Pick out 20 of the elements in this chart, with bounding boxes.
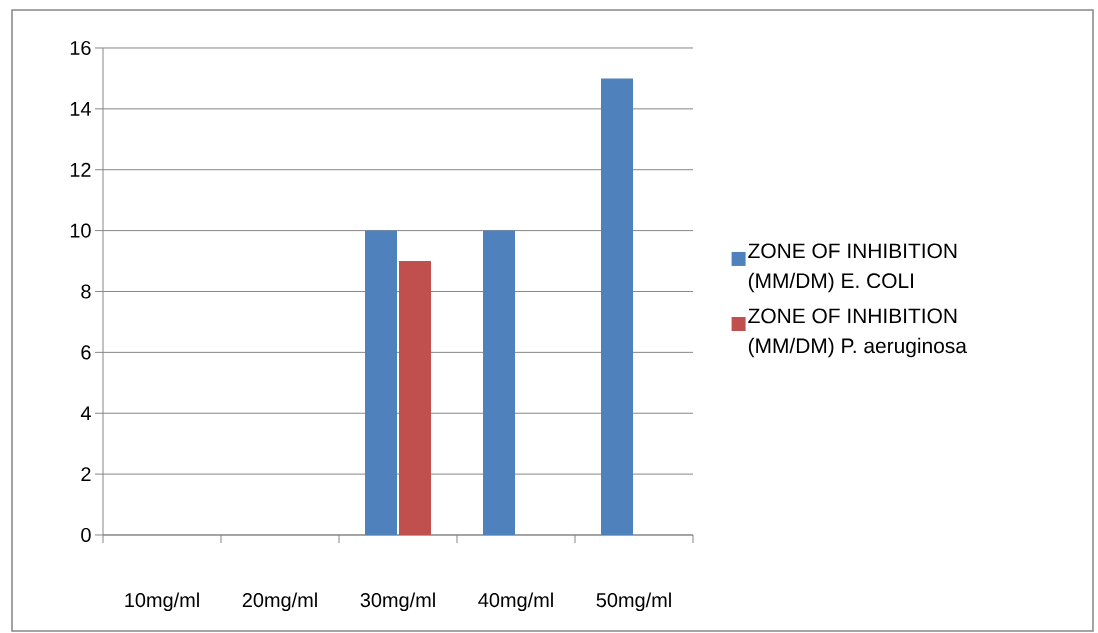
y-tick-label: 6 <box>81 345 91 360</box>
y-tick-label: 12 <box>70 162 91 177</box>
bar <box>483 230 516 535</box>
bar <box>399 261 432 535</box>
x-tick-label: 40mg/ml <box>478 592 553 612</box>
y-tick-label: 10 <box>70 223 91 238</box>
legend-label: ZONE OF INHIBITION (MM/DM) E. COLI <box>748 243 957 293</box>
y-tick-label: 0 <box>81 527 91 543</box>
y-tick-label: 16 <box>70 40 91 56</box>
y-tick-label: 2 <box>81 467 91 482</box>
bar <box>365 230 398 535</box>
bar <box>601 78 634 535</box>
x-tick-label: 10mg/ml <box>125 592 199 612</box>
x-tick-label: 20mg/ml <box>242 592 317 612</box>
y-tick-label: 4 <box>80 406 91 421</box>
y-tick-label: 14 <box>70 102 91 116</box>
y-tick-label: 8 <box>81 284 91 299</box>
x-tick-label: 30mg/ml <box>360 592 435 612</box>
legend-label: ZONE OF INHIBITION (MM/DM) P. aeruginosa <box>748 308 967 358</box>
x-tick-label: 50mg/ml <box>596 592 671 612</box>
